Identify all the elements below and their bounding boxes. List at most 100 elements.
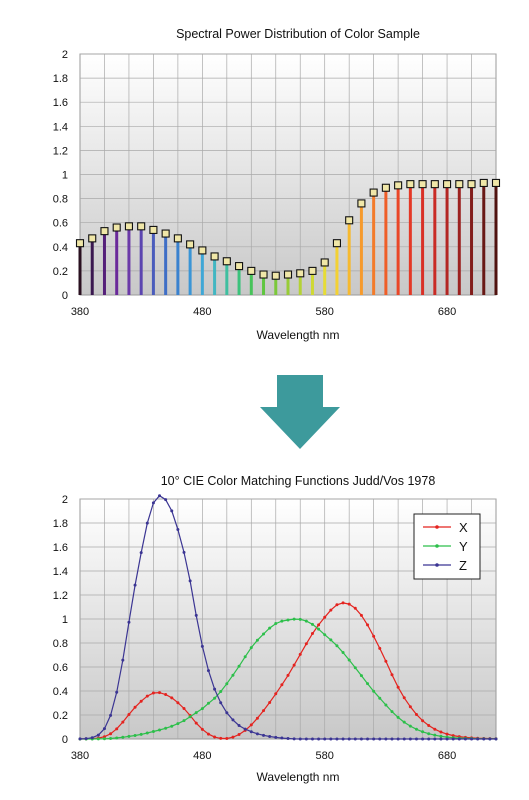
series-point-y [158, 728, 162, 732]
series-point-y [329, 638, 333, 642]
series-point-y [347, 658, 351, 662]
series-point-x [366, 623, 370, 627]
spectral-bar [151, 229, 155, 295]
series-point-y [200, 707, 204, 711]
series-point-y [102, 737, 106, 741]
spectral-bar-marker [271, 271, 280, 280]
series-point-x [304, 642, 308, 646]
chart1-title: Spectral Power Distribution of Color Sam… [176, 27, 420, 41]
series-point-z [139, 551, 143, 555]
series-point-y [255, 638, 259, 642]
series-point-y [408, 724, 412, 728]
series-point-z [445, 737, 449, 741]
spectral-bar [188, 244, 192, 295]
series-point-x [451, 734, 455, 738]
chart2-y-tick-label: 1.4 [53, 566, 68, 578]
series-point-x [280, 683, 284, 687]
series-point-z [317, 737, 321, 741]
series-point-z [439, 737, 443, 741]
chart2-y-tick-label: 0.8 [53, 638, 68, 650]
spectral-bar-marker [479, 178, 488, 187]
series-point-z [286, 737, 290, 741]
series-point-y [286, 618, 290, 622]
series-point-z [84, 737, 88, 741]
series-point-y [359, 674, 363, 678]
spectral-bar [470, 184, 474, 295]
spectral-bar [176, 238, 180, 295]
chart2-x-tick-label: 380 [71, 750, 89, 762]
spectral-bar-marker [467, 180, 476, 189]
series-point-y [384, 703, 388, 707]
series-point-z [225, 711, 229, 715]
spectral-bar-marker [112, 223, 121, 232]
spectral-bar [396, 185, 400, 295]
series-point-z [237, 724, 241, 728]
series-point-z [133, 583, 137, 587]
series-point-x [255, 716, 259, 720]
series-point-y [194, 711, 198, 715]
spectral-bar [421, 184, 425, 295]
series-point-y [219, 690, 223, 694]
spectral-bar-marker [161, 229, 170, 238]
series-point-z [457, 737, 461, 741]
series-point-z [158, 494, 162, 498]
chart1-y-tick-label: 0.2 [53, 266, 68, 278]
series-point-z [421, 737, 425, 741]
series-point-y [323, 633, 327, 637]
series-point-z [470, 737, 474, 741]
chart1-y-tick-label: 1.6 [53, 97, 68, 109]
series-point-x [225, 737, 229, 741]
series-point-z [109, 713, 113, 717]
spectral-bar [237, 266, 241, 295]
series-point-x [176, 701, 180, 705]
series-point-x [206, 732, 210, 736]
series-point-x [231, 735, 235, 739]
series-point-x [121, 720, 125, 724]
series-point-x [323, 615, 327, 619]
series-point-x [102, 735, 106, 739]
series-point-y [262, 632, 266, 636]
chart1-x-axis-label: Wavelength nm [257, 328, 340, 342]
chart1-y-tick-label: 2 [62, 49, 68, 61]
series-point-x [347, 602, 351, 606]
series-point-z [402, 737, 406, 741]
series-point-y [298, 617, 302, 621]
series-point-x [353, 606, 357, 610]
chart2-x-tick-label: 580 [316, 750, 334, 762]
series-point-y [182, 719, 186, 723]
chart1-x-tick-label: 480 [193, 306, 211, 318]
spectral-bar-marker [124, 222, 133, 231]
spectral-bar-marker [357, 199, 366, 208]
series-point-z [194, 613, 198, 617]
spectral-bar-marker [235, 262, 244, 271]
series-point-x [396, 685, 400, 689]
spectral-bar-marker [173, 234, 182, 243]
spectral-bar-marker [100, 227, 109, 236]
series-point-y [310, 622, 314, 626]
series-point-x [145, 694, 149, 698]
series-point-y [439, 734, 443, 738]
series-point-y [268, 626, 272, 630]
series-point-z [384, 737, 388, 741]
spectral-bar [262, 274, 266, 295]
series-point-z [188, 579, 192, 583]
series-point-x [341, 601, 345, 605]
spectral-bar [433, 184, 437, 295]
chart2-x-axis-label: Wavelength nm [257, 770, 340, 784]
series-point-y [127, 734, 131, 738]
series-point-x [139, 699, 143, 703]
series-point-y [353, 666, 357, 670]
chart2-y-tick-label: 0.6 [53, 662, 68, 674]
series-point-y [145, 731, 149, 735]
spectral-bar-marker [308, 266, 317, 275]
spectral-bar-marker [259, 270, 268, 279]
series-point-x [200, 727, 204, 731]
series-point-z [78, 737, 82, 741]
chart2-y-tick-label: 1.2 [53, 590, 68, 602]
spectral-bar-marker [443, 180, 452, 189]
spectral-bar-marker [88, 234, 97, 243]
series-point-y [139, 732, 143, 736]
spectral-bar-marker [210, 252, 219, 261]
spectral-bar [213, 256, 217, 295]
spectral-bar [127, 226, 131, 295]
